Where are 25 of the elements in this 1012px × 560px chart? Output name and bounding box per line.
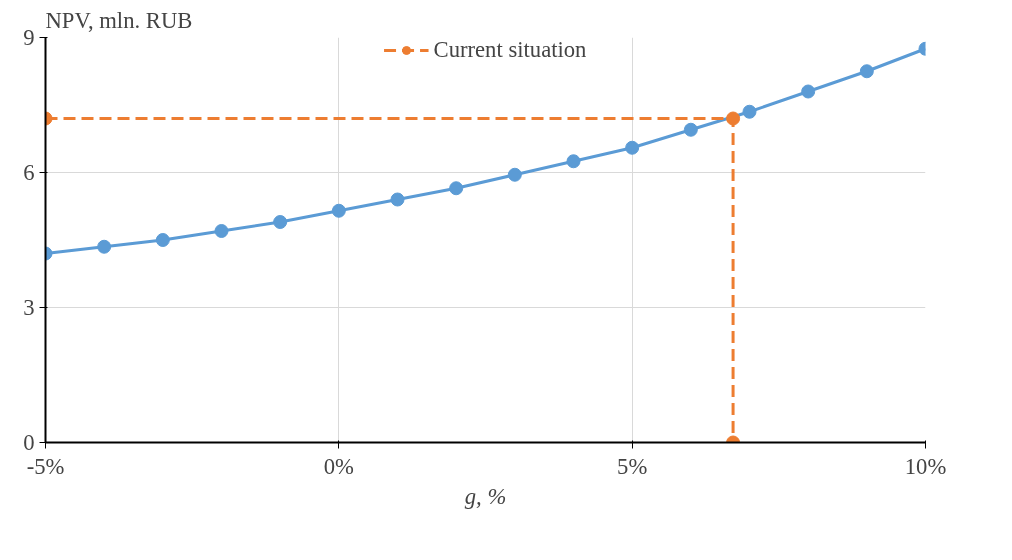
x-tick-label: 10% [904,453,947,479]
point [507,167,522,182]
x-tick-label: 0% [323,453,355,479]
legend-label: Current situation [433,37,587,63]
point [566,154,581,169]
point [801,84,816,99]
point [859,64,874,79]
x-axis-title: g, % [464,483,507,509]
x-tick-label: -5% [26,453,65,479]
point [683,122,698,137]
point [273,215,288,229]
x-tick-label: 5% [617,453,648,479]
point [390,192,405,207]
y-tick-label: 0 [23,430,35,455]
point [742,104,757,119]
y-tick-label: 3 [23,295,35,320]
point [155,233,170,247]
y-axis-title: NPV, mln. RUB [45,7,193,33]
point [331,203,346,218]
y-tick-label: 6 [23,160,35,185]
y-tick-label: 9 [23,25,35,50]
point [214,224,229,238]
point [449,181,464,196]
point [97,239,112,254]
point [625,140,640,155]
